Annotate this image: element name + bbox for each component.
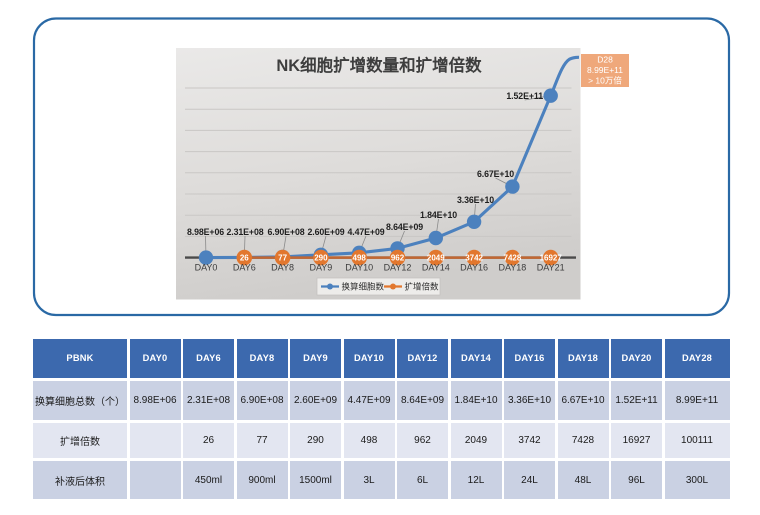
svg-text:2.31E+08: 2.31E+08 <box>226 227 263 237</box>
svg-text:NK细胞扩增数量和扩增倍数: NK细胞扩增数量和扩增倍数 <box>276 55 482 75</box>
svg-text:6.90E+08: 6.90E+08 <box>267 227 304 237</box>
svg-text:DAY9: DAY9 <box>309 262 332 272</box>
svg-text:DAY10: DAY10 <box>345 262 373 272</box>
svg-text:498: 498 <box>353 254 367 263</box>
svg-text:DAY8: DAY8 <box>271 262 294 272</box>
svg-text:8.98E+06: 8.98E+06 <box>187 227 224 237</box>
svg-text:D28: D28 <box>597 55 613 65</box>
svg-text:DAY6: DAY6 <box>233 262 256 272</box>
svg-text:1.84E+10: 1.84E+10 <box>420 210 457 220</box>
svg-text:DAY12: DAY12 <box>384 262 412 272</box>
svg-text:6.67E+10: 6.67E+10 <box>477 169 514 179</box>
svg-text:DAY21: DAY21 <box>537 262 565 272</box>
svg-text:7428: 7428 <box>504 254 522 263</box>
svg-text:962: 962 <box>391 254 405 263</box>
svg-text:2049: 2049 <box>427 254 445 263</box>
svg-text:26: 26 <box>240 254 249 263</box>
svg-text:3.36E+10: 3.36E+10 <box>457 195 494 205</box>
svg-text:8.99E+11: 8.99E+11 <box>587 65 623 75</box>
svg-text:DAY14: DAY14 <box>422 262 450 272</box>
svg-text:290: 290 <box>314 254 328 263</box>
svg-text:换算细胞数: 换算细胞数 <box>342 282 385 292</box>
svg-text:77: 77 <box>278 254 287 263</box>
svg-text:3742: 3742 <box>465 254 483 263</box>
svg-text:扩增倍数: 扩增倍数 <box>405 282 440 292</box>
svg-text:DAY0: DAY0 <box>195 262 218 272</box>
svg-text:2.60E+09: 2.60E+09 <box>307 227 344 237</box>
svg-text:> 10万倍: > 10万倍 <box>588 76 622 86</box>
svg-text:4.47E+09: 4.47E+09 <box>347 227 384 237</box>
svg-text:DAY18: DAY18 <box>498 262 526 272</box>
svg-text:1.52E+11: 1.52E+11 <box>506 91 543 101</box>
svg-text:DAY16: DAY16 <box>460 262 488 272</box>
svg-text:16927: 16927 <box>540 254 563 263</box>
svg-text:8.64E+09: 8.64E+09 <box>386 222 423 232</box>
